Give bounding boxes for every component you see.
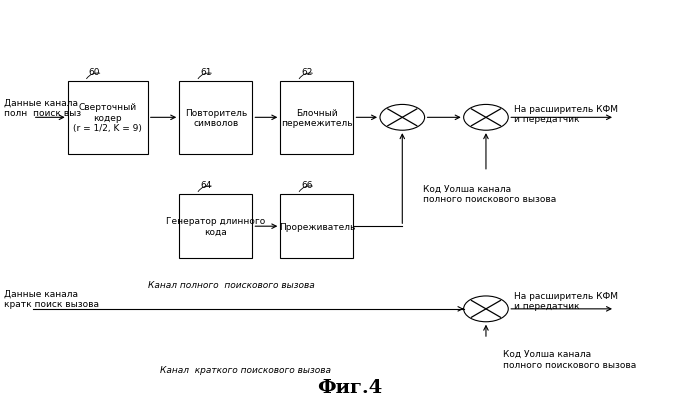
- Text: Код Уолша канала
полного поискового вызова: Код Уолша канала полного поискового вызо…: [503, 350, 636, 369]
- Bar: [68, 82, 148, 154]
- Circle shape: [463, 105, 508, 131]
- Text: 64: 64: [200, 181, 211, 190]
- Text: На расширитель КФМ
и передатчик: На расширитель КФМ и передатчик: [514, 104, 618, 124]
- Text: 60: 60: [88, 68, 100, 77]
- Bar: [179, 82, 253, 154]
- Text: Данные канала
полн  поиск выз: Данные канала полн поиск выз: [4, 98, 81, 117]
- Text: 62: 62: [301, 68, 313, 77]
- Text: Сверточный
кодер
(r = 1/2, K = 9): Сверточный кодер (r = 1/2, K = 9): [74, 103, 142, 133]
- Circle shape: [463, 296, 508, 322]
- Text: Повторитель
символов: Повторитель символов: [185, 109, 247, 128]
- Text: Генератор длинного
кода: Генератор длинного кода: [166, 217, 265, 236]
- Text: Канал полного  поискового вызова: Канал полного поискового вызова: [148, 281, 315, 290]
- Text: На расширитель КФМ
и передатчик: На расширитель КФМ и передатчик: [514, 291, 618, 311]
- Text: 61: 61: [200, 68, 211, 77]
- Text: Фиг.4: Фиг.4: [317, 377, 383, 396]
- Text: Блочный
перемежитель: Блочный перемежитель: [281, 109, 353, 128]
- Circle shape: [380, 105, 425, 131]
- Text: Данные канала
кратк поиск вызова: Данные канала кратк поиск вызова: [4, 289, 99, 309]
- Text: Прореживатель: Прореживатель: [279, 222, 355, 231]
- Bar: [280, 194, 354, 259]
- Bar: [179, 194, 253, 259]
- Text: 66: 66: [301, 181, 313, 190]
- Bar: [280, 82, 354, 154]
- Text: Канал  краткого поискового вызова: Канал краткого поискового вызова: [160, 365, 331, 374]
- Text: Код Уолша канала
полного поискового вызова: Код Уолша канала полного поискового вызо…: [424, 184, 556, 204]
